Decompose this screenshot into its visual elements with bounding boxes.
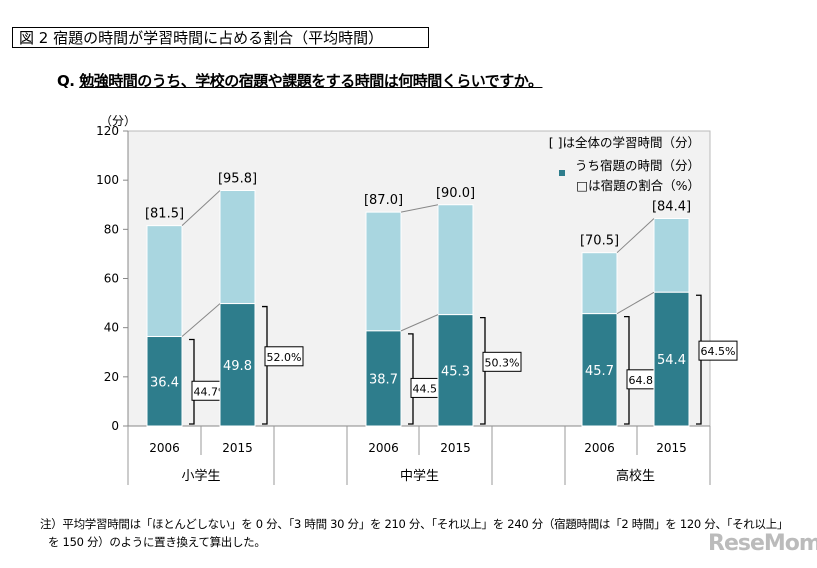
stacked-bar-chart: （分）02040608010012036.4[81.5]200644.7%49.…: [96, 114, 738, 485]
connector-total: [616, 218, 655, 254]
footnote-line-2: を 150 分）のように置き換えて算出した。: [48, 535, 266, 549]
share-label-box: [698, 340, 738, 361]
homework-value-label: 45.3: [441, 364, 470, 379]
bar-rest: [365, 211, 402, 332]
total-value-label: [70.5]: [580, 234, 619, 249]
x-tick-label: 2015: [440, 441, 471, 455]
connector-total: [181, 190, 221, 227]
watermark-logo: ReseMom: [708, 531, 817, 556]
group-label: 高校生: [616, 468, 655, 484]
homework-value-label: 54.4: [657, 353, 686, 368]
x-tick-label: 2006: [368, 441, 399, 455]
share-label-box: [482, 351, 522, 372]
footnote-line-1: 注）平均学習時間は「ほとんどしない」を 0 分、「3 時間 30 分」を 210…: [40, 517, 789, 531]
bar-homework: [146, 336, 183, 427]
connector-homework: [181, 303, 221, 337]
y-axis-unit: （分）: [100, 114, 136, 128]
homework-value-label: 38.7: [369, 372, 398, 387]
bar-homework: [365, 330, 402, 427]
x-tick-label: 2015: [656, 441, 687, 455]
homework-value-label: 45.7: [585, 364, 614, 379]
question-prefix: Q.: [57, 72, 75, 90]
connector-homework: [400, 314, 439, 332]
group-label: 小学生: [181, 468, 220, 484]
connector-total: [400, 204, 439, 213]
y-tick-label: 120: [96, 124, 119, 138]
bar-rest: [653, 218, 690, 293]
x-tick-label: 2006: [149, 441, 180, 455]
total-value-label: [81.5]: [145, 207, 184, 222]
total-value-label: [87.0]: [364, 193, 403, 208]
y-tick-label: 20: [104, 370, 119, 384]
group-label: 中学生: [400, 468, 439, 484]
legend-homework: うち宿題の時間（分）: [575, 158, 700, 173]
bar-homework: [219, 303, 256, 427]
x-tick-label: 2006: [584, 441, 615, 455]
x-tick-label: 2015: [222, 441, 253, 455]
bar-homework: [437, 314, 474, 427]
bar-rest: [219, 189, 256, 305]
bar-rest: [581, 252, 618, 315]
bar-homework: [581, 313, 618, 427]
homework-value-label: 36.4: [150, 375, 179, 390]
legend-share: □は宿題の割合（%）: [576, 178, 700, 193]
legend-total: [ ]は全体の学習時間（分）: [549, 135, 700, 150]
y-tick-label: 80: [104, 222, 119, 236]
total-value-label: [84.4]: [652, 200, 691, 215]
bar-homework: [653, 291, 690, 427]
bar-rest: [146, 225, 183, 338]
y-tick-label: 100: [96, 173, 119, 187]
homework-value-label: 49.8: [223, 359, 252, 374]
question-text: 勉強時間のうち、学校の宿題や課題をする時間は何時間くらいですか。: [79, 72, 543, 90]
share-label: 52.0%: [267, 351, 302, 364]
y-tick-label: 40: [104, 321, 119, 335]
y-tick-label: 0: [111, 419, 119, 433]
bar-rest: [437, 204, 474, 316]
legend-homework-swatch: [559, 170, 565, 176]
share-label: 50.3%: [485, 356, 520, 369]
share-label-box: [264, 346, 304, 367]
total-value-label: [90.0]: [436, 186, 475, 201]
figure-title: 図 2 宿題の時間が学習時間に占める割合（平均時間）: [12, 27, 429, 48]
footnote: 注）平均学習時間は「ほとんどしない」を 0 分、「3 時間 30 分」を 210…: [40, 515, 788, 551]
share-label: 64.5%: [701, 345, 736, 358]
connector-homework: [616, 291, 655, 315]
total-value-label: [95.8]: [218, 171, 257, 186]
question: Q. 勉強時間のうち、学校の宿題や課題をする時間は何時間くらいですか。: [57, 70, 543, 91]
y-tick-label: 60: [104, 272, 119, 286]
